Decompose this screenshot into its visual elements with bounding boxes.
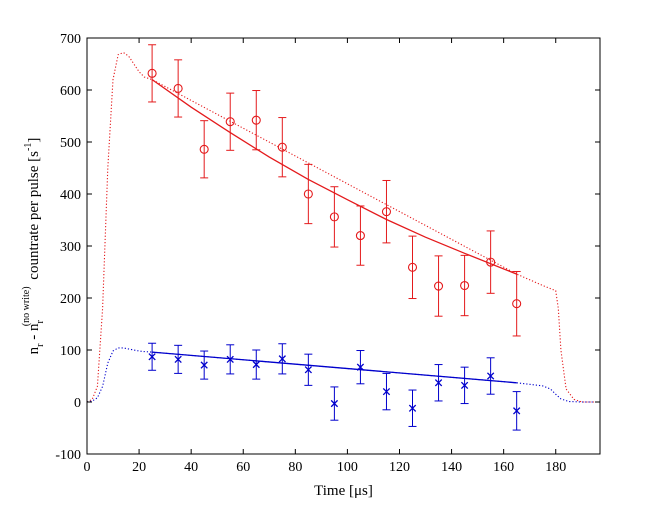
data-point (460, 280, 470, 291)
x-tick-label: 60 (236, 460, 250, 475)
y-tick-label: 100 (60, 344, 81, 359)
axes-frame (86, 37, 601, 455)
data-point (486, 257, 496, 267)
data-point (148, 353, 156, 361)
data-point (173, 83, 183, 93)
y-tick-label: 600 (60, 84, 81, 99)
y-axis-label-part: countrate per pulse [s (26, 151, 42, 284)
data-point (433, 281, 444, 291)
x-tick-label: 180 (545, 460, 566, 475)
data-point (174, 355, 182, 364)
y-axis-label-part: (no write) (21, 286, 32, 326)
y-axis-label-part: r (35, 343, 46, 347)
x-tick-label: 160 (493, 460, 514, 475)
x-axis-label: Time [μs] (314, 483, 373, 499)
y-tick-label: 0 (74, 396, 81, 411)
series-1 (86, 44, 595, 403)
y-tick-label: 700 (60, 32, 81, 47)
y-tick-label: 400 (60, 188, 81, 203)
data-point (278, 355, 286, 363)
data-point (304, 366, 313, 374)
data-point (513, 407, 521, 415)
data-point (381, 207, 392, 217)
data-point (225, 117, 235, 127)
y-axis-label: nr - nr(no write) countrate per pulse [s… (21, 138, 46, 355)
x-tick-label: 120 (389, 460, 410, 475)
data-point (408, 404, 417, 412)
data-point (460, 381, 469, 390)
y-axis-label-part: -1 (23, 143, 34, 151)
data-point (277, 142, 287, 152)
data-point (199, 144, 209, 154)
data-point (382, 387, 391, 396)
data-point (407, 262, 418, 272)
y-tick-label: 500 (60, 136, 81, 151)
data-point (252, 360, 260, 369)
x-tick-label: 100 (337, 460, 358, 475)
y-tick-label: 200 (60, 292, 81, 307)
data-point (356, 363, 365, 371)
data-point (512, 299, 522, 309)
profile-line (86, 51, 595, 403)
fit-line (151, 79, 517, 275)
data-point (329, 212, 339, 222)
x-tick-label: 0 (84, 460, 91, 475)
data-point (434, 379, 443, 387)
plot-area (86, 44, 595, 431)
x-tick-label: 40 (184, 460, 198, 475)
data-point (330, 399, 339, 408)
x-tick-label: 20 (132, 460, 146, 475)
data-point (200, 361, 208, 369)
profile-line (86, 347, 595, 403)
data-point (251, 115, 261, 125)
series-2 (86, 342, 595, 431)
data-point (147, 68, 157, 78)
x-tick-label: 140 (441, 460, 462, 475)
y-tick-label: -100 (55, 448, 81, 463)
data-point (303, 189, 313, 199)
y-axis-label-part: r (35, 320, 46, 324)
data-point (226, 355, 234, 364)
data-point (355, 231, 365, 241)
y-tick-label: 300 (60, 240, 81, 255)
y-axis-label-part: ] (26, 138, 42, 143)
x-tick-label: 80 (288, 460, 302, 475)
data-point (486, 372, 495, 380)
y-axis-label-part: n (26, 346, 42, 354)
y-axis-label-part: - n (26, 323, 42, 343)
fit-line (152, 351, 517, 384)
